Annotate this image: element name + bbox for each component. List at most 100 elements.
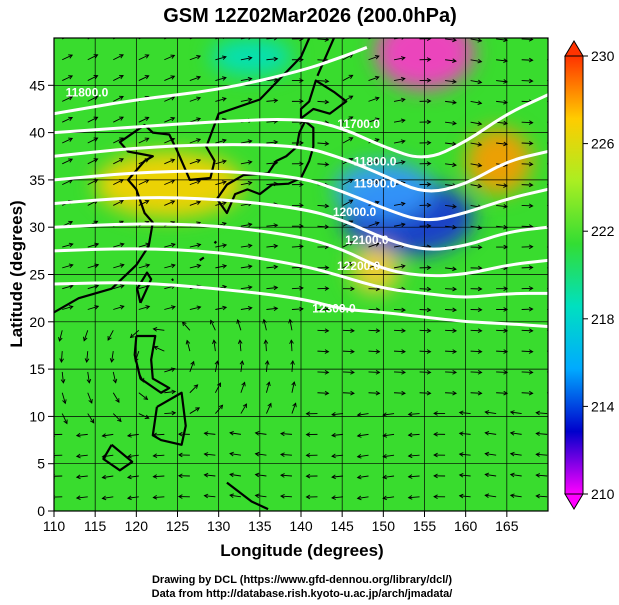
wind-vector-head bbox=[382, 433, 388, 438]
wind-vector bbox=[445, 225, 457, 229]
wind-vector bbox=[138, 179, 149, 186]
wind-vector bbox=[237, 319, 242, 331]
wind-vector bbox=[419, 309, 431, 311]
wind-vector-head bbox=[433, 431, 438, 437]
wind-vector bbox=[186, 340, 191, 352]
wind-vector-head bbox=[299, 203, 304, 208]
wind-vector-head bbox=[119, 75, 124, 80]
wind-vector bbox=[317, 80, 329, 82]
plot-area: 11800.0 11700.0 11800.0 11900.0 12000.0 12100… bbox=[54, 34, 559, 511]
wind-vector-head bbox=[280, 431, 285, 437]
wind-vector-head bbox=[503, 183, 508, 188]
wind-vector bbox=[485, 494, 497, 498]
wind-vector bbox=[189, 76, 201, 81]
wind-vector-head bbox=[375, 370, 381, 375]
wind-vector-head bbox=[126, 453, 132, 459]
wind-vector-head bbox=[203, 493, 209, 499]
colorbar-tick-label: 230 bbox=[591, 48, 615, 64]
wind-vector-head bbox=[273, 223, 279, 228]
wind-vector bbox=[342, 116, 353, 123]
wind-vector-head bbox=[171, 389, 177, 395]
wind-vector-head bbox=[528, 244, 534, 250]
wind-vector-head bbox=[144, 116, 150, 121]
wind-vector-head bbox=[555, 162, 559, 166]
wind-vector bbox=[60, 351, 63, 363]
wind-vector bbox=[393, 140, 405, 144]
wind-vector bbox=[368, 350, 380, 353]
wind-vector-head bbox=[503, 390, 509, 396]
wind-vector bbox=[317, 59, 329, 62]
wind-vector-head bbox=[129, 333, 135, 339]
wind-vector-head bbox=[119, 158, 124, 163]
wind-vector-head bbox=[152, 453, 158, 458]
wind-vector bbox=[138, 413, 149, 419]
wind-vector bbox=[280, 433, 292, 435]
wind-vector-head bbox=[349, 34, 353, 37]
temperature-anomaly bbox=[465, 127, 532, 195]
wind-vector-head bbox=[153, 345, 159, 351]
wind-vector-head bbox=[229, 451, 234, 457]
wind-vector bbox=[164, 243, 176, 248]
wind-vector-head bbox=[400, 264, 406, 269]
wind-vector bbox=[266, 99, 278, 102]
wind-vector-head bbox=[528, 141, 534, 146]
wind-vector-head bbox=[247, 97, 253, 103]
wind-vector bbox=[87, 264, 99, 269]
coastline-segment bbox=[226, 481, 269, 511]
wind-vector-head bbox=[140, 377, 145, 383]
wind-vector-head bbox=[101, 454, 107, 459]
wind-vector-head bbox=[458, 472, 464, 478]
wind-vector-head bbox=[101, 474, 107, 480]
wind-vector-head bbox=[93, 179, 99, 184]
wind-vector-head bbox=[299, 285, 304, 291]
wind-vector bbox=[445, 392, 457, 394]
wind-vector bbox=[342, 74, 353, 81]
wind-vector-head bbox=[236, 318, 241, 324]
wind-vector bbox=[214, 382, 221, 393]
wind-vector-head bbox=[407, 453, 413, 459]
wind-vector bbox=[445, 38, 457, 41]
wind-vector bbox=[342, 241, 353, 248]
wind-vector bbox=[536, 412, 548, 415]
wind-vector bbox=[368, 159, 380, 165]
wind-vector-head bbox=[247, 76, 253, 82]
wind-vector bbox=[342, 262, 353, 269]
wind-vector-head bbox=[426, 265, 432, 270]
height-contour bbox=[54, 281, 548, 329]
wind-vector-head bbox=[503, 370, 509, 375]
wind-vector-head bbox=[528, 78, 534, 84]
wind-vector bbox=[342, 392, 354, 394]
x-tick-label: 115 bbox=[84, 518, 107, 534]
wind-vector bbox=[189, 201, 201, 206]
wind-vector-head bbox=[63, 419, 68, 425]
wind-vector bbox=[138, 371, 144, 383]
wind-vector-head bbox=[401, 307, 406, 313]
wind-vector-head bbox=[426, 78, 432, 83]
wind-vector-head bbox=[528, 286, 534, 291]
wind-vector bbox=[291, 381, 295, 393]
wind-vector-head bbox=[348, 74, 354, 79]
wind-vector bbox=[255, 453, 267, 456]
wind-vector-head bbox=[94, 284, 100, 289]
wind-vector-head bbox=[324, 265, 330, 271]
wind-vector-head bbox=[170, 200, 176, 205]
wind-vector bbox=[496, 392, 508, 394]
wind-vector bbox=[536, 433, 548, 435]
wind-vector bbox=[266, 120, 278, 123]
wind-vector-head bbox=[528, 370, 534, 375]
wind-vector-head bbox=[93, 75, 99, 80]
wind-vector-head bbox=[75, 474, 81, 480]
wind-vector bbox=[393, 98, 405, 102]
wind-vector-head bbox=[375, 328, 381, 334]
wind-vector-head bbox=[401, 349, 406, 354]
wind-vector bbox=[470, 184, 482, 187]
height-contour bbox=[54, 247, 548, 299]
wind-vector-head bbox=[503, 58, 508, 63]
wind-vector-head bbox=[324, 328, 330, 334]
wind-vector bbox=[368, 76, 380, 81]
wind-vector bbox=[496, 350, 508, 353]
wind-vector-head bbox=[426, 370, 432, 375]
wind-vector-head bbox=[555, 141, 559, 145]
wind-vector-head bbox=[117, 417, 122, 423]
wind-vector bbox=[87, 116, 98, 123]
